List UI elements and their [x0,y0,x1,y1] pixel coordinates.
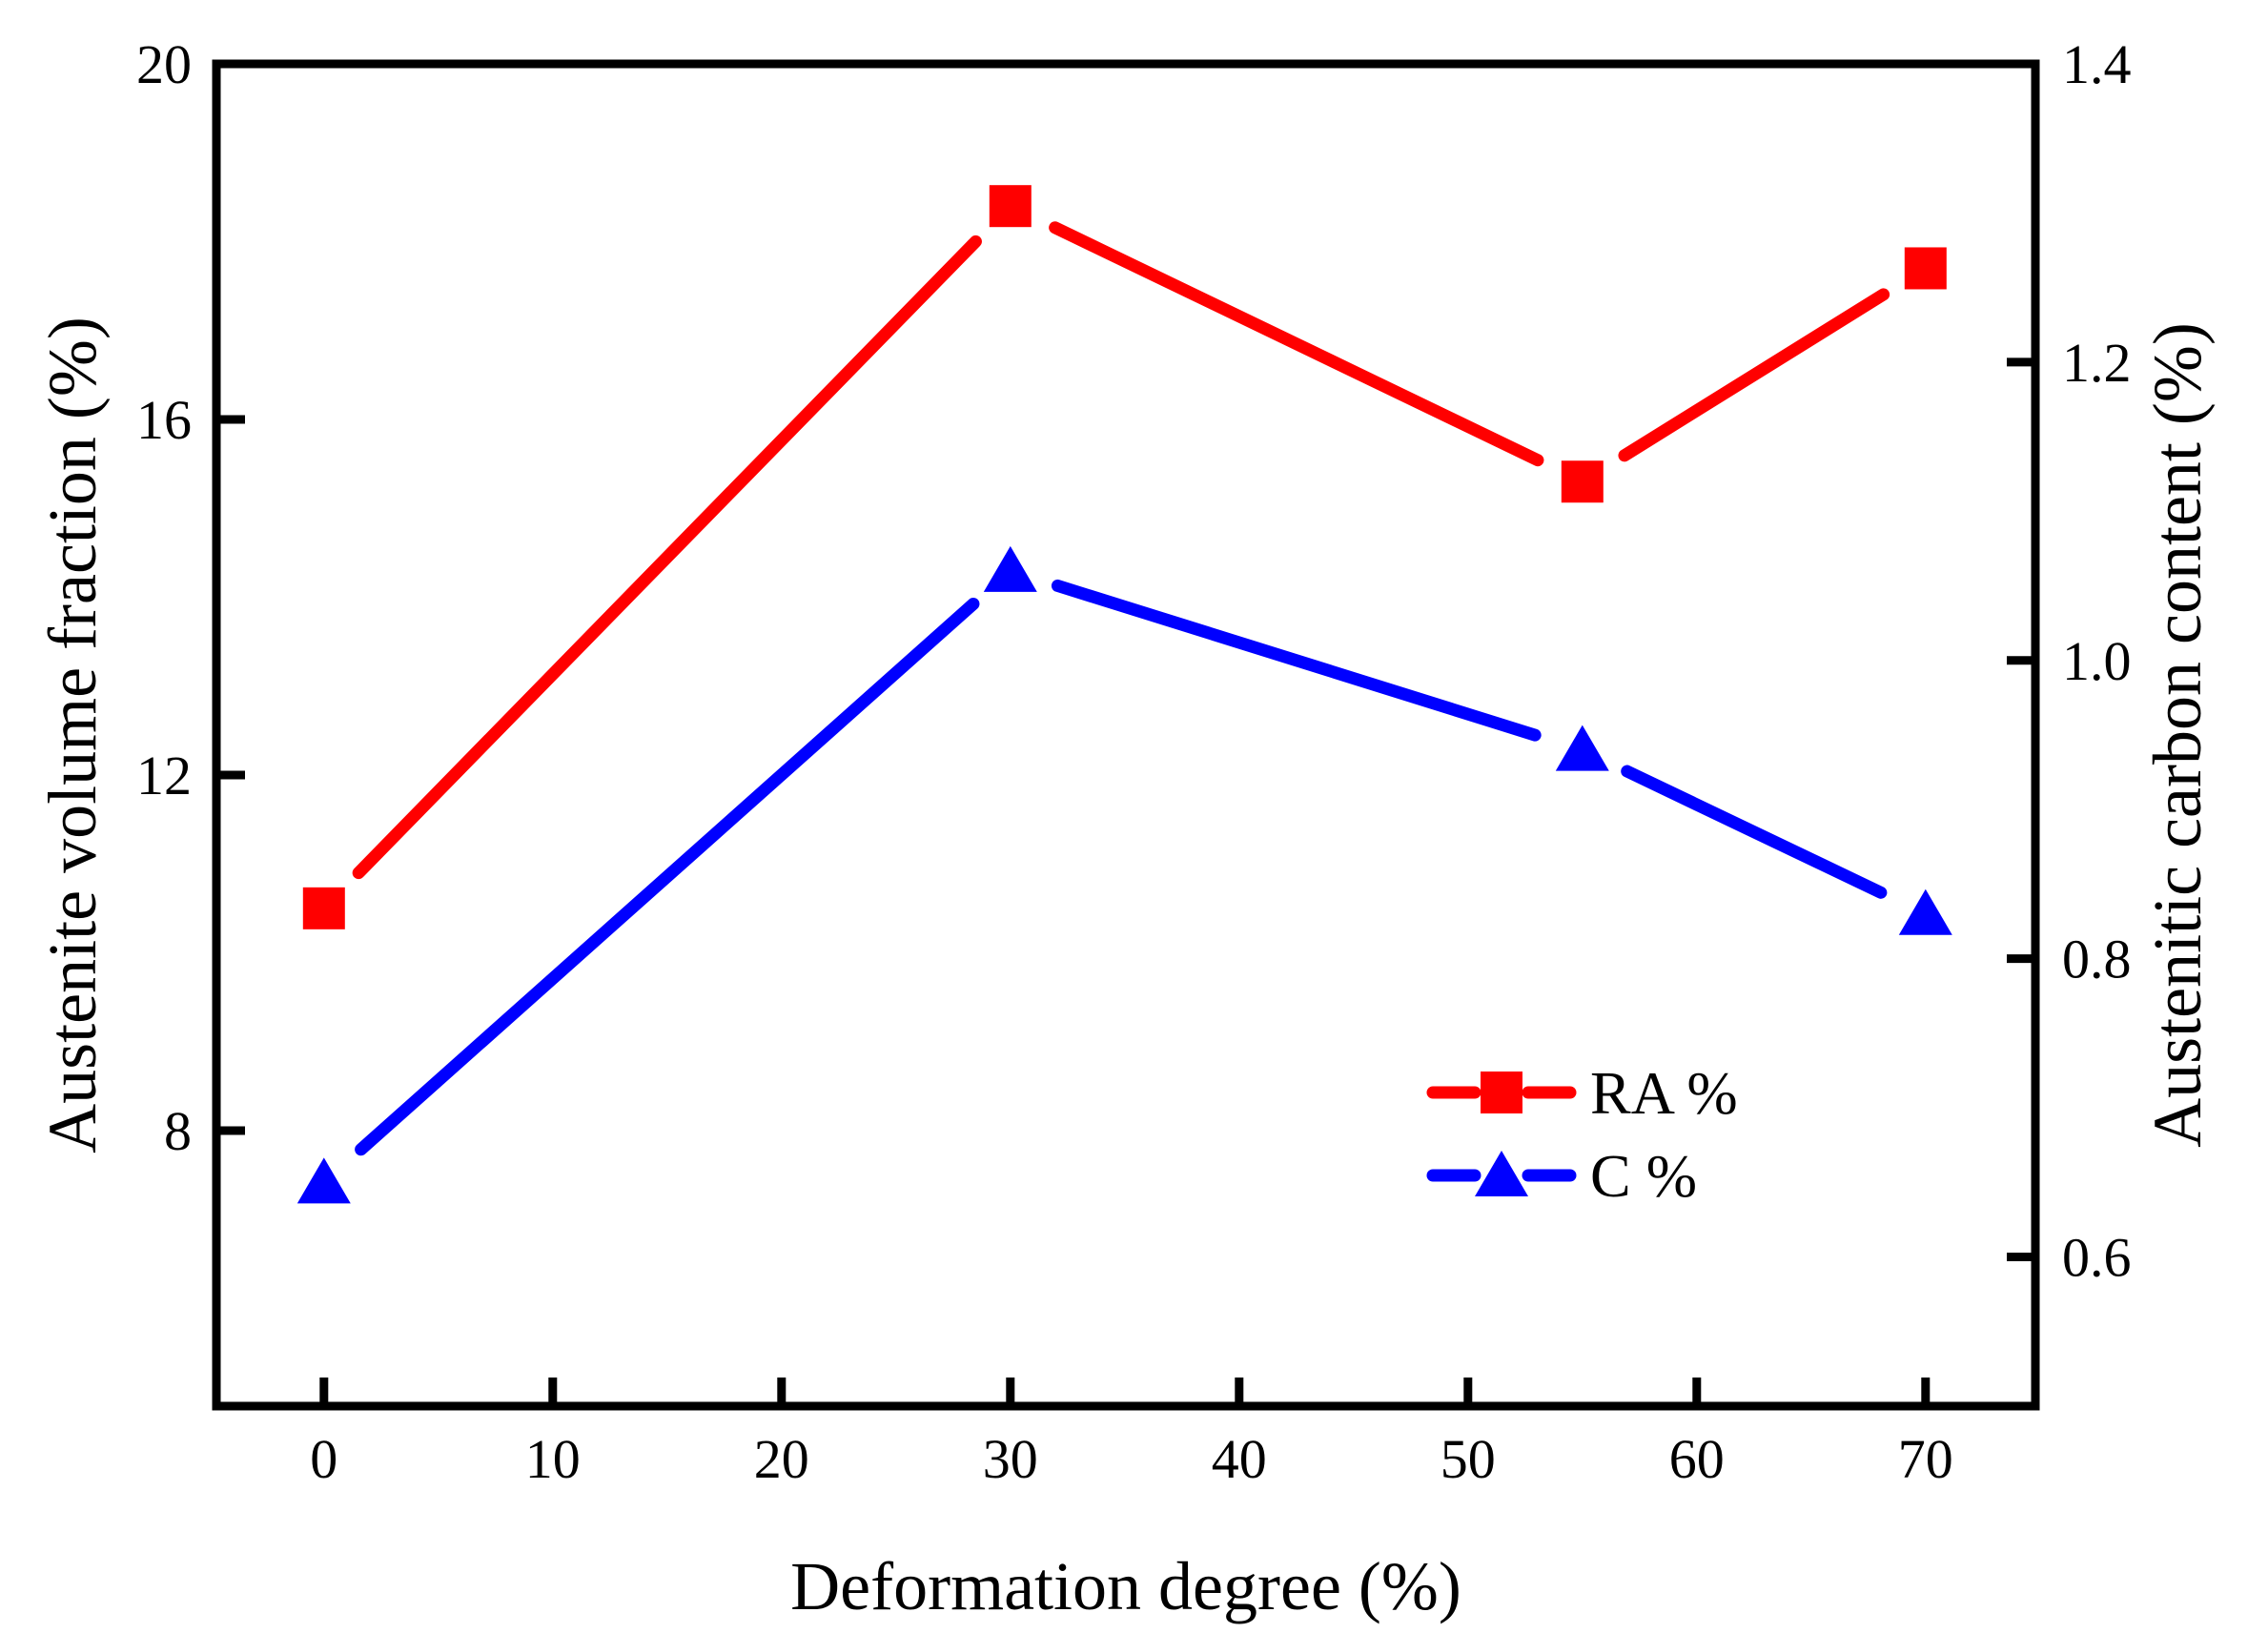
y-right-tick-label: 0.8 [2062,929,2132,990]
series-line-segment [1621,765,1888,899]
series-marker [1904,247,1947,290]
series-line-segment [355,598,980,1156]
y-left-axis-title: Austenite volume fraction (%) [34,316,111,1153]
legend-label: RA % [1590,1059,1738,1127]
y-right-tick-label: 1.2 [2062,332,2132,394]
series-marker [302,887,345,929]
y-right-axis-title: Austenitic carbon content (%) [2139,322,2216,1148]
x-tick-label: 60 [1669,1428,1725,1490]
series-marker [989,185,1032,228]
legend-label: C % [1590,1142,1697,1210]
series-marker [296,1157,351,1204]
x-tick-label: 20 [754,1428,809,1490]
series-line-segment [352,235,982,880]
series-marker [1555,725,1609,771]
legend-marker [1481,1072,1522,1113]
x-tick-label: 10 [525,1428,581,1490]
x-tick-label: 50 [1440,1428,1496,1490]
series-line-segment [1049,221,1544,467]
x-tick-label: 40 [1212,1428,1267,1490]
y-left-tick-label: 20 [136,33,192,95]
y-left-tick-label: 12 [136,745,192,806]
series-marker [1561,460,1604,503]
series-line-segment [1051,579,1542,742]
x-tick-label: 70 [1898,1428,1953,1490]
y-right-tick-label: 1.0 [2062,630,2132,692]
series-marker [983,545,1037,592]
x-tick-label: 30 [983,1428,1038,1490]
x-tick-label: 0 [310,1428,337,1490]
y-left-tick-label: 8 [164,1100,192,1162]
legend-marker [1475,1151,1528,1196]
plot-frame [212,59,2040,1411]
y-right-tick-label: 0.6 [2062,1227,2132,1289]
x-axis-title: Deformation degree (%) [790,1548,1461,1624]
y-right-tick-label: 1.4 [2062,33,2132,95]
series-marker [1898,888,1952,935]
series-line-segment [1618,288,1890,462]
y-left-tick-label: 16 [136,389,192,451]
